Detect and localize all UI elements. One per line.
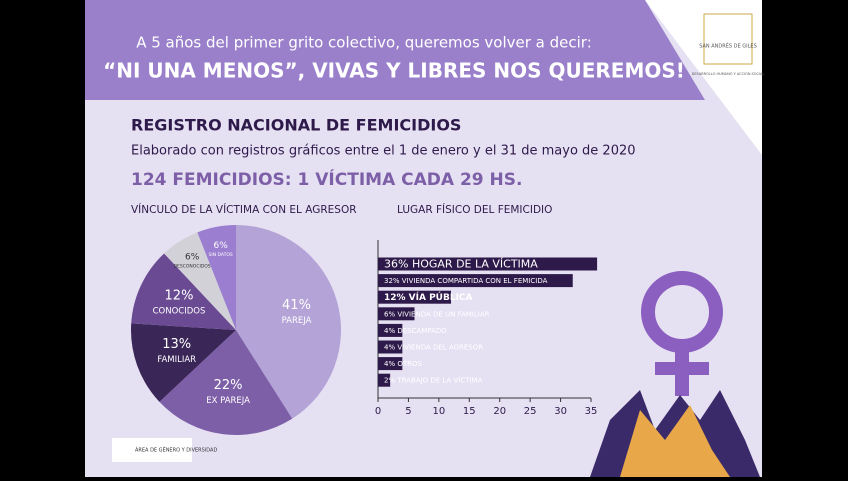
slice-value: 6%	[214, 241, 229, 251]
slice-label: EX PAREJA	[206, 396, 250, 406]
pie-slice	[197, 225, 236, 330]
hands	[590, 390, 760, 477]
slice-value: 13%	[162, 337, 191, 352]
slice-value: 41%	[282, 298, 311, 313]
pie-title: VÍNCULO DE LA VÍCTIMA CON EL AGRESOR	[131, 203, 357, 216]
bar	[378, 323, 403, 337]
header-line1: A 5 años del primer grito colectivo, que…	[136, 34, 592, 52]
logo-box	[703, 13, 753, 65]
bar	[378, 257, 598, 271]
bar-label: 12% VÍA PÚBLICA	[384, 291, 473, 303]
venus-symbol	[641, 271, 723, 396]
slice-value: 22%	[214, 378, 243, 393]
logo-name: SAN ANDRÉS DE GILES	[699, 42, 757, 50]
bar	[378, 290, 452, 304]
slice-label: DESCONOCIDOS	[174, 263, 211, 269]
headline: 124 FEMICIDIOS: 1 VÍCTIMA CADA 29 HS.	[131, 168, 522, 190]
bar	[378, 340, 403, 354]
subtitle: Elaborado con registros gráficos entre e…	[131, 144, 636, 159]
slice-label: SIN DATOS	[209, 252, 233, 258]
footer-logo: ÁREA DE GÉNERO Y DIVERSIDAD	[135, 446, 217, 454]
bar	[378, 307, 415, 321]
x-tick-label: 20	[493, 406, 506, 417]
banner	[85, 0, 705, 100]
pie-slice	[236, 225, 341, 419]
bar-label: 2% TRABAJO DE LA VÍCTIMA	[384, 376, 483, 385]
slice-value: 6%	[185, 252, 200, 262]
logo-department: DESARROLLO HUMANO Y ACCIÓN SOCIAL	[692, 71, 765, 76]
x-tick-label: 30	[554, 406, 567, 417]
pie-slice	[159, 330, 293, 435]
x-tick-label: 25	[524, 406, 537, 417]
pie-slice	[131, 323, 236, 402]
bar-label: 32% VIVIENDA COMPARTIDA CON EL FEMICIDA	[384, 277, 548, 285]
bar	[378, 373, 391, 387]
title: REGISTRO NACIONAL DE FEMICIDIOS	[131, 116, 461, 135]
bar	[378, 357, 403, 371]
x-tick-label: 15	[463, 406, 476, 417]
x-tick-label: 5	[405, 406, 411, 417]
footer-logo-box	[112, 438, 192, 462]
slice-label: FAMILIAR	[157, 355, 196, 365]
bar-label: 4% VIVIENDA DEL AGRESOR	[384, 344, 483, 352]
bar-label: 6% VIVIENDA DE UN FAMILIAR	[384, 310, 490, 318]
pie-slice	[131, 253, 236, 330]
x-tick-label: 10	[432, 406, 445, 417]
x-tick-label: 0	[375, 406, 381, 417]
bar-label: 4% DESCAMPADO	[384, 327, 447, 335]
header-line2: “NI UNA MENOS”, VIVAS Y LIBRES NOS QUERE…	[103, 59, 685, 83]
pie-slice	[164, 232, 236, 330]
slice-value: 12%	[165, 289, 194, 304]
bar-label: 4% OTROS	[384, 360, 422, 368]
slice-label: PAREJA	[282, 316, 312, 326]
x-tick-label: 35	[585, 406, 598, 417]
bar	[378, 274, 573, 288]
slice-label: CONOCIDOS	[153, 307, 206, 317]
bar-label: 36% HOGAR DE LA VÍCTIMA	[384, 258, 538, 271]
bar-title: LUGAR FÍSICO DEL FEMICIDIO	[397, 203, 552, 216]
